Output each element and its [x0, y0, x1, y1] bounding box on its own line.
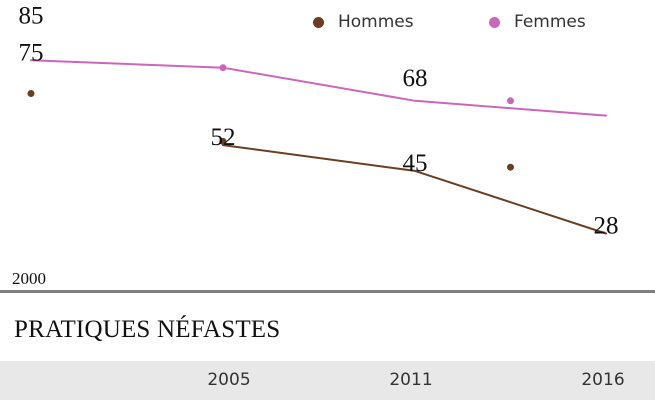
- legend-item-femmes: Femmes: [489, 8, 586, 36]
- data-point-hommes-2: [507, 163, 514, 171]
- data-point-femmes-0: [219, 64, 227, 72]
- legend-marker-hommes: [313, 16, 324, 28]
- x-axis-tick-label: 2011: [389, 370, 433, 390]
- x-axis-tick-label: 2016: [581, 370, 625, 390]
- series-line-femmes: [30, 59, 607, 117]
- data-point-hommes-0: [27, 90, 35, 97]
- data-label: 68: [403, 65, 428, 92]
- data-point-hommes-1: [219, 137, 227, 145]
- legend-label-femmes: Femmes: [514, 12, 586, 32]
- legend-item-hommes: Hommes: [313, 8, 414, 36]
- data-label: 52: [211, 124, 236, 151]
- series-line-hommes: [222, 144, 607, 235]
- x-axis-start-label: 2000: [12, 269, 46, 288]
- data-label: 28: [594, 213, 619, 240]
- data-label: 75: [19, 39, 44, 66]
- data-point-femmes-1: [507, 97, 514, 105]
- data-label: 85: [19, 2, 44, 29]
- section-title: PRATIQUES NÉFASTES: [14, 316, 281, 343]
- x-axis-band: 2005 2011 2016: [0, 361, 655, 400]
- x-axis-tick-label: 2005: [207, 370, 251, 390]
- section-divider: [0, 290, 655, 293]
- line-chart: 85 75 52 68 45 28 2000: [12, 2, 619, 288]
- data-label: 45: [403, 150, 428, 177]
- legend-marker-femmes: [489, 16, 500, 28]
- legend-label-hommes: Hommes: [338, 12, 414, 32]
